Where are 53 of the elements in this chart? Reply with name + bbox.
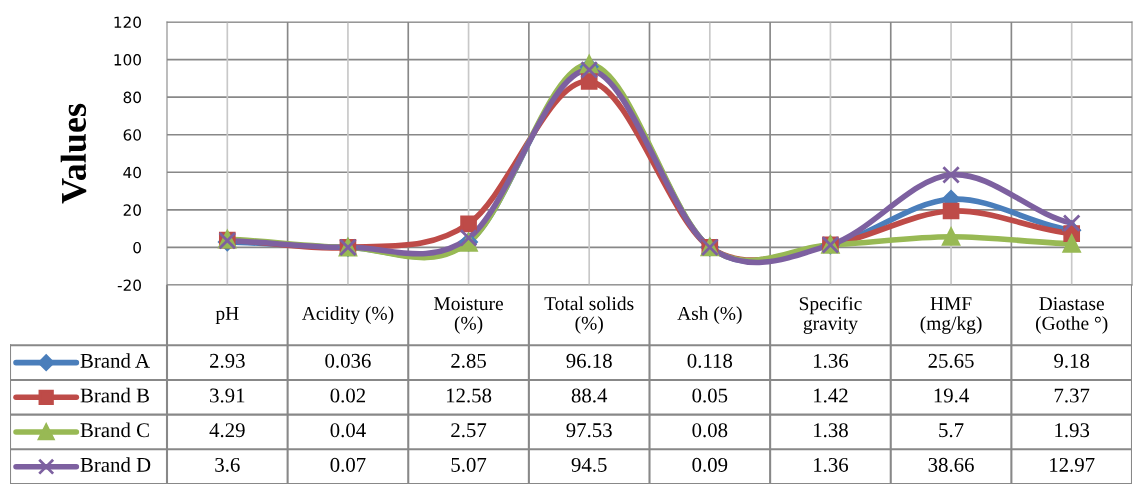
x-tick-label: Total solids (%) — [544, 296, 634, 334]
data-label: 3.91 — [210, 388, 245, 403]
data-label: 0.05 — [692, 388, 728, 403]
data-label: 1.42 — [814, 388, 848, 403]
x-tick-label: Moisture (%) — [434, 297, 503, 334]
y-tick-label: 20 — [123, 204, 141, 216]
y-tick-label: 100 — [114, 54, 141, 66]
legend-label: Brand B — [80, 387, 149, 403]
data-label: 1.38 — [814, 423, 848, 438]
data-label: 19.4 — [934, 388, 969, 403]
y-tick-label: 120 — [114, 16, 141, 29]
y-tick-label: 80 — [123, 91, 141, 104]
data-label: 1.36 — [814, 457, 849, 472]
data-label: 88.4 — [571, 388, 608, 403]
data-label: 1.93 — [1055, 423, 1090, 438]
x-tick-label: HMF (mg/kg) — [920, 297, 982, 334]
x-tick-label: pH — [215, 307, 239, 324]
y-axis-title: Values — [60, 103, 87, 204]
data-label: 94.5 — [571, 457, 607, 472]
data-label: 7.37 — [1054, 388, 1090, 403]
data-label: 0.08 — [692, 423, 728, 438]
data-label: 96.18 — [566, 353, 612, 368]
data-label: 0.036 — [325, 353, 371, 368]
data-label: 12.97 — [1050, 457, 1095, 472]
data-label: 97.53 — [566, 423, 612, 438]
data-label: 38.66 — [928, 457, 974, 472]
legend-label: Brand D — [80, 457, 151, 472]
data-label: 12.58 — [446, 388, 492, 403]
data-label: 1.36 — [814, 353, 849, 368]
data-label: 3.6 — [215, 457, 240, 472]
y-tick-label: 60 — [123, 129, 141, 141]
x-tick-label: Diastase (Gothe °) — [1035, 297, 1108, 334]
y-tick-label: 40 — [123, 166, 141, 179]
data-label: 9.18 — [1054, 353, 1090, 368]
data-label: 5.7 — [939, 423, 964, 438]
data-label: 0.118 — [687, 353, 733, 368]
data-label: 5.07 — [451, 457, 487, 472]
legend-label: Brand A — [80, 353, 150, 368]
data-label: 0.02 — [330, 388, 366, 403]
y-tick-label: 0 — [133, 241, 141, 254]
legend-label: Brand C — [80, 422, 149, 438]
x-tick-label: Acidity (%) — [301, 306, 394, 324]
data-label: 0.07 — [330, 457, 366, 472]
data-label: 2.85 — [451, 353, 486, 368]
data-label: 2.93 — [210, 353, 245, 368]
data-label: 25.65 — [928, 353, 974, 368]
data-label: 4.29 — [209, 423, 245, 438]
data-label: 2.57 — [451, 423, 487, 438]
y-tick-label: -20 — [117, 279, 141, 292]
data-label: 0.04 — [330, 423, 366, 438]
data-label: 0.09 — [692, 457, 728, 472]
x-tick-label: Ash (%) — [677, 306, 742, 324]
x-tick-label: Specific gravity — [799, 296, 862, 334]
